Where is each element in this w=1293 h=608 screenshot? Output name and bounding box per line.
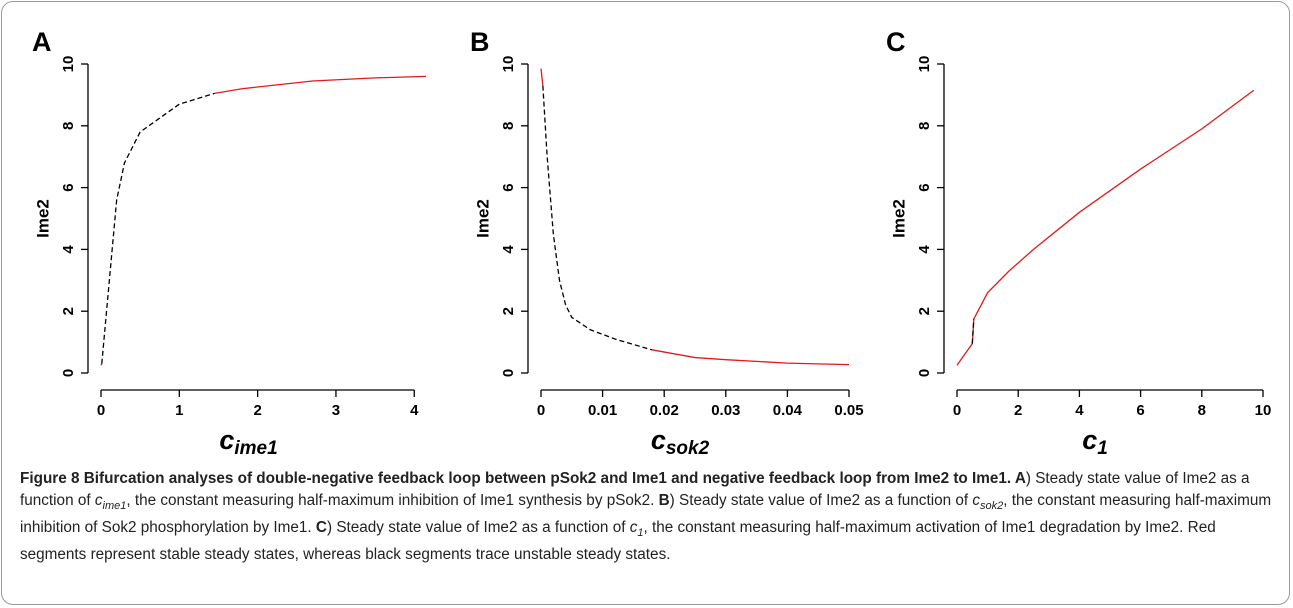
caption-segment: Figure 8 Bifurcation analyses of double-… [20, 470, 1026, 487]
x-tick-label: 4 [410, 402, 419, 419]
series-line [540, 68, 850, 366]
y-tick-label: 8 [500, 122, 517, 130]
y-tick-label: 10 [916, 56, 933, 73]
y-axis-label: Ime2 [33, 199, 52, 238]
series-line [100, 75, 427, 366]
caption-segment: c [972, 492, 981, 509]
x-tick-label: 2 [1014, 402, 1022, 419]
y-tick-label: 4 [60, 245, 77, 254]
x-axis-label: csok2 [651, 425, 710, 459]
x-tick-label: 0.05 [834, 402, 863, 419]
x-axis-label-sub: ime1 [234, 438, 277, 459]
caption-segment: ) Steady state value of Ime2 as a functi… [326, 519, 630, 537]
y-tick-label: 2 [916, 307, 933, 315]
x-tick-label: 0 [537, 402, 545, 419]
y-axis-label: Ime2 [473, 199, 492, 238]
x-axis-label: cime1 [219, 425, 277, 459]
caption-segment: , the constant measuring half-maximum ac… [20, 519, 1216, 564]
x-tick-label: 0 [953, 402, 961, 419]
caption-segment: ) Steady state value of Ime2 as a functi… [669, 492, 973, 509]
x-tick-label: 3 [332, 402, 340, 419]
x-tick-label: 1 [175, 402, 183, 419]
series-line [956, 89, 1255, 366]
y-tick-label: 6 [500, 183, 517, 191]
x-axis-label-base: c [651, 425, 666, 455]
caption-segment: c [94, 492, 103, 509]
caption-segment: C [315, 519, 327, 537]
y-tick-label: 6 [60, 183, 77, 191]
caption-segment: ime1 [102, 500, 127, 513]
panel-label: A [32, 27, 52, 57]
y-tick-label: 4 [500, 245, 517, 254]
x-tick-label: 6 [1136, 402, 1144, 419]
series-line [101, 92, 215, 364]
caption-segment: sok2 [980, 500, 1004, 513]
panel-label: B [470, 27, 490, 57]
x-tick-label: 0.02 [650, 402, 679, 419]
y-tick-label: 10 [500, 56, 517, 73]
caption-segment: B [658, 492, 670, 509]
y-tick-label: 0 [500, 369, 517, 377]
y-tick-label: 0 [916, 369, 933, 377]
series-line [971, 318, 975, 344]
x-tick-label: 0 [97, 402, 105, 419]
x-axis-label: c1 [1082, 425, 1108, 459]
figure-caption: Figure 8 Bifurcation analyses of double-… [20, 468, 1278, 566]
y-tick-label: 4 [916, 245, 933, 254]
x-tick-label: 10 [1255, 402, 1272, 419]
caption-segment: ) Steady state value of Ime2 as a functi… [20, 470, 1250, 509]
y-tick-label: 10 [60, 56, 77, 73]
caption-segment: , the constant measuring half-maximum in… [20, 492, 1272, 537]
x-tick-label: 0.01 [588, 402, 617, 419]
y-tick-label: 8 [60, 122, 77, 130]
y-axis-label: Ime2 [889, 199, 908, 238]
x-tick-label: 0.03 [711, 402, 740, 419]
y-tick-label: 6 [916, 183, 933, 191]
panel-label: C [886, 27, 906, 57]
x-axis-label-base: c [1082, 425, 1097, 455]
y-tick-label: 2 [60, 307, 77, 315]
x-axis-label-sub: sok2 [666, 438, 710, 459]
y-tick-label: 0 [60, 369, 77, 377]
y-tick-label: 8 [916, 122, 933, 130]
x-axis-label-sub: 1 [1097, 438, 1108, 459]
series-line [542, 85, 653, 351]
x-axis-label-base: c [219, 425, 234, 455]
y-tick-label: 2 [500, 307, 517, 315]
x-tick-label: 8 [1198, 402, 1206, 419]
x-tick-label: 4 [1075, 402, 1084, 419]
caption-segment: , the constant measuring half-maximum in… [126, 492, 659, 509]
x-tick-label: 2 [253, 402, 261, 419]
caption-segment: c [629, 519, 638, 537]
x-tick-label: 0.04 [773, 402, 803, 419]
caption-segment: 1 [637, 527, 644, 540]
